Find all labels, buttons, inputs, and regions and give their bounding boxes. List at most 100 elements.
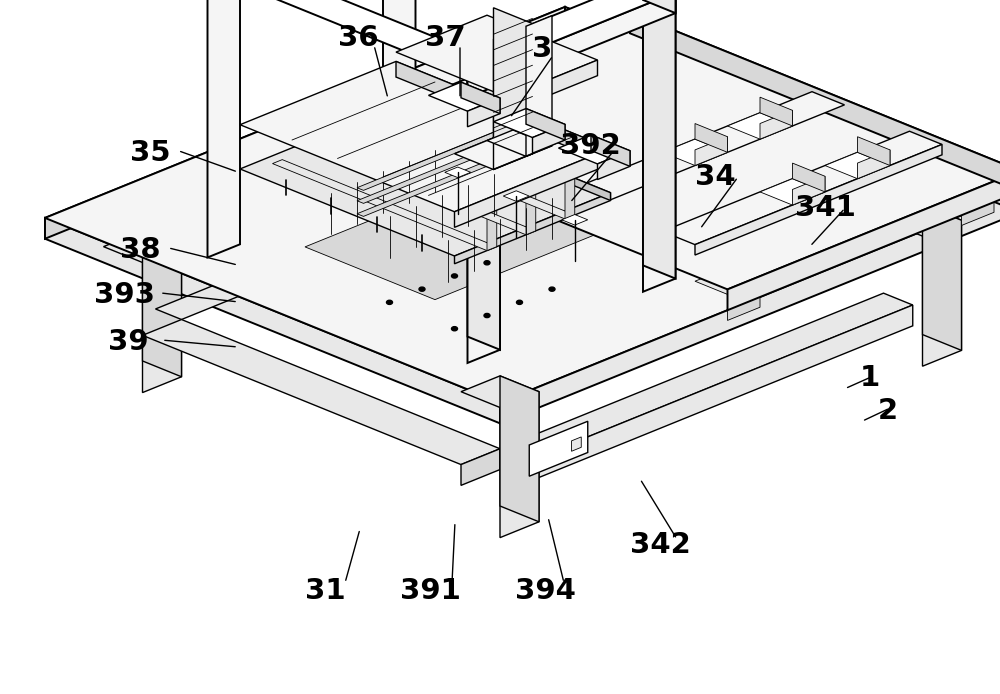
Polygon shape	[643, 0, 676, 291]
Polygon shape	[351, 128, 575, 219]
Polygon shape	[695, 137, 728, 166]
Text: 392: 392	[560, 132, 620, 160]
Polygon shape	[272, 160, 497, 251]
Polygon shape	[494, 81, 532, 117]
Polygon shape	[529, 305, 913, 482]
Polygon shape	[503, 191, 529, 201]
Polygon shape	[526, 108, 565, 140]
Polygon shape	[494, 8, 532, 154]
Polygon shape	[532, 124, 565, 153]
Text: 1: 1	[860, 364, 880, 392]
Text: 393: 393	[94, 281, 156, 309]
Polygon shape	[598, 39, 662, 65]
Polygon shape	[562, 214, 588, 225]
Polygon shape	[435, 51, 500, 77]
Polygon shape	[494, 107, 532, 144]
Polygon shape	[240, 105, 610, 256]
Polygon shape	[558, 135, 630, 164]
Polygon shape	[445, 167, 471, 178]
Polygon shape	[728, 171, 1000, 310]
Polygon shape	[643, 0, 676, 13]
Polygon shape	[45, 7, 565, 239]
Polygon shape	[760, 97, 792, 126]
Text: 31: 31	[305, 577, 345, 605]
Polygon shape	[461, 82, 500, 114]
Polygon shape	[428, 82, 500, 111]
Polygon shape	[208, 0, 240, 257]
Polygon shape	[454, 149, 610, 228]
Polygon shape	[240, 62, 610, 212]
Text: 341: 341	[795, 194, 855, 222]
Polygon shape	[792, 163, 825, 192]
Polygon shape	[396, 62, 610, 164]
Polygon shape	[142, 246, 181, 393]
Text: 36: 36	[338, 24, 378, 52]
Polygon shape	[383, 0, 416, 186]
Polygon shape	[468, 98, 500, 127]
Polygon shape	[760, 110, 792, 139]
Polygon shape	[598, 151, 630, 180]
Polygon shape	[396, 105, 610, 201]
Polygon shape	[526, 16, 552, 156]
Polygon shape	[610, 0, 676, 6]
Polygon shape	[461, 376, 539, 407]
Polygon shape	[500, 391, 539, 538]
Polygon shape	[175, 0, 500, 77]
Text: 3: 3	[532, 35, 552, 62]
Polygon shape	[500, 293, 913, 461]
Circle shape	[386, 301, 392, 305]
Text: 38: 38	[120, 236, 160, 264]
Polygon shape	[45, 218, 500, 423]
Polygon shape	[858, 150, 890, 179]
Circle shape	[419, 287, 425, 291]
Polygon shape	[312, 144, 536, 235]
Polygon shape	[468, 0, 676, 98]
Circle shape	[484, 314, 490, 318]
Polygon shape	[630, 52, 662, 91]
Polygon shape	[526, 179, 536, 235]
Polygon shape	[760, 179, 825, 205]
Polygon shape	[494, 133, 532, 169]
Polygon shape	[565, 75, 604, 221]
Polygon shape	[357, 155, 506, 217]
Polygon shape	[357, 130, 506, 190]
Polygon shape	[454, 193, 610, 264]
Polygon shape	[728, 281, 760, 321]
Polygon shape	[630, 12, 1000, 192]
Circle shape	[452, 327, 458, 331]
Polygon shape	[695, 268, 760, 294]
Circle shape	[549, 287, 555, 291]
Polygon shape	[922, 205, 962, 350]
Polygon shape	[338, 12, 1000, 289]
Polygon shape	[461, 449, 500, 485]
Polygon shape	[962, 186, 994, 226]
Polygon shape	[591, 135, 630, 167]
Text: 2: 2	[878, 397, 898, 425]
Polygon shape	[156, 153, 565, 319]
Text: 34: 34	[695, 163, 735, 191]
Polygon shape	[858, 137, 890, 166]
Polygon shape	[565, 163, 575, 219]
Polygon shape	[565, 7, 1000, 212]
Polygon shape	[643, 0, 676, 278]
Polygon shape	[526, 60, 604, 91]
Circle shape	[452, 274, 458, 278]
Polygon shape	[792, 176, 825, 205]
Polygon shape	[662, 131, 942, 245]
Polygon shape	[468, 64, 500, 363]
Polygon shape	[396, 146, 428, 186]
Polygon shape	[494, 55, 532, 92]
Polygon shape	[351, 0, 676, 6]
Text: 37: 37	[425, 24, 465, 52]
Text: 39: 39	[108, 328, 148, 356]
Polygon shape	[884, 205, 962, 236]
Polygon shape	[565, 92, 844, 205]
Polygon shape	[142, 319, 500, 464]
Polygon shape	[357, 143, 506, 203]
Text: 394: 394	[515, 577, 575, 605]
Text: 391: 391	[400, 577, 460, 605]
Polygon shape	[104, 231, 181, 262]
Polygon shape	[506, 60, 598, 112]
Polygon shape	[435, 0, 676, 77]
Polygon shape	[494, 24, 532, 169]
